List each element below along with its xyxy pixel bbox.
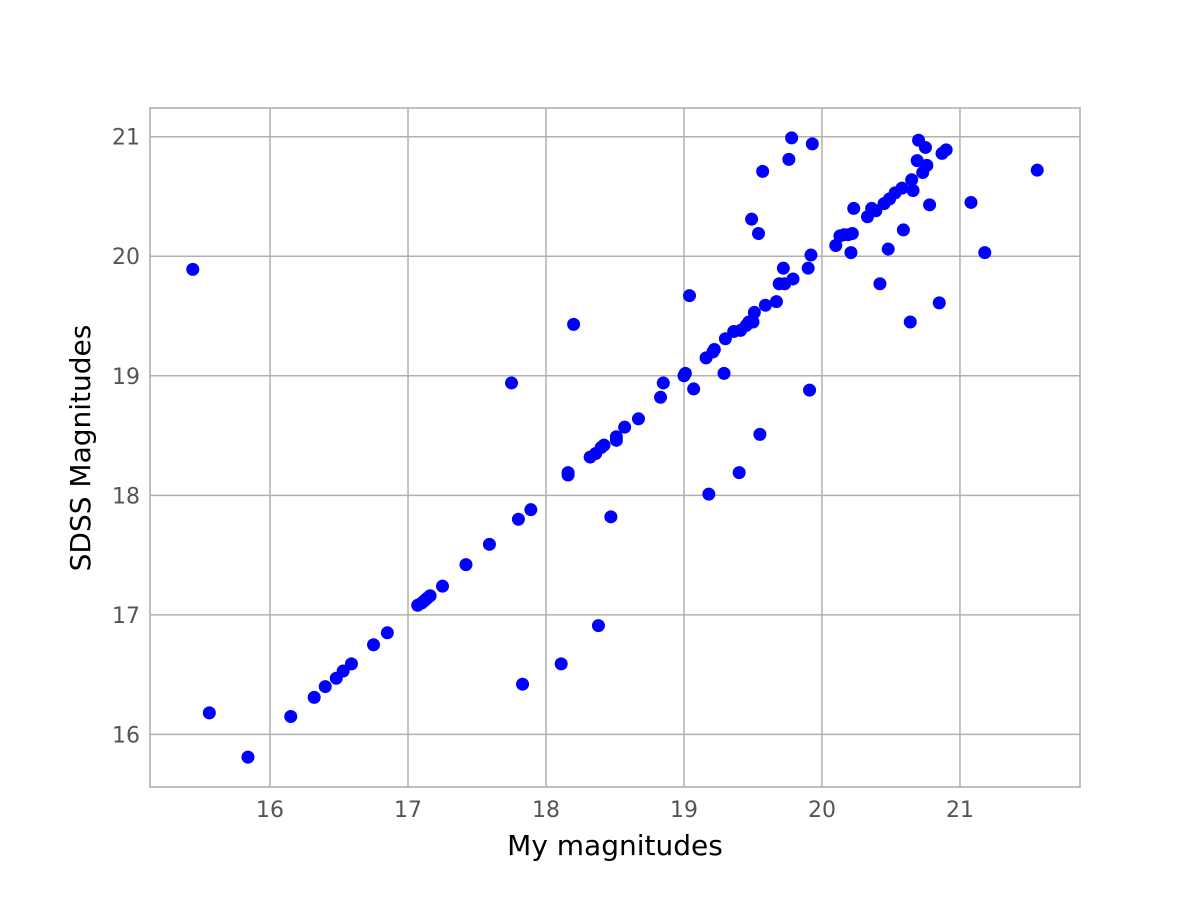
- data-point: [284, 709, 298, 723]
- data-point: [753, 427, 767, 441]
- data-point: [707, 342, 721, 356]
- data-point: [459, 558, 473, 572]
- data-point: [318, 680, 332, 694]
- data-point: [804, 248, 818, 262]
- data-point: [786, 272, 800, 286]
- data-point: [746, 315, 760, 329]
- data-point: [758, 298, 772, 312]
- data-point: [511, 512, 525, 526]
- x-tick-label: 17: [394, 798, 422, 823]
- data-points: [186, 131, 1044, 764]
- data-point: [803, 383, 817, 397]
- data-point: [1030, 163, 1044, 177]
- y-axis-ticks: 16 17 18 19 20 21: [112, 126, 140, 749]
- data-point: [873, 277, 887, 291]
- data-point: [591, 619, 605, 633]
- data-point: [567, 317, 581, 331]
- data-point: [978, 246, 992, 260]
- y-tick-label: 16: [112, 723, 140, 748]
- data-point: [752, 227, 766, 241]
- data-point: [939, 143, 953, 157]
- y-axis-label: SDSS Magnitudes: [64, 325, 97, 572]
- y-tick-label: 17: [112, 604, 140, 629]
- data-point: [631, 412, 645, 426]
- data-point: [561, 466, 575, 480]
- data-point: [905, 173, 919, 187]
- data-point: [844, 246, 858, 260]
- data-point: [896, 223, 910, 237]
- y-tick-label: 20: [112, 245, 140, 270]
- x-tick-label: 21: [946, 798, 974, 823]
- data-point: [910, 154, 924, 168]
- data-point: [202, 706, 216, 720]
- data-point: [307, 690, 321, 704]
- data-point: [678, 366, 692, 380]
- data-point: [604, 510, 618, 524]
- data-point: [609, 430, 623, 444]
- data-point: [618, 420, 632, 434]
- data-point: [482, 537, 496, 551]
- data-point: [367, 638, 381, 652]
- data-point: [241, 750, 255, 764]
- data-point: [732, 466, 746, 480]
- y-tick-label: 18: [112, 484, 140, 509]
- y-tick-label: 19: [112, 365, 140, 390]
- data-point: [756, 164, 770, 178]
- data-point: [505, 376, 519, 390]
- data-point: [687, 382, 701, 396]
- plot-frame: [149, 107, 1081, 788]
- data-point: [785, 131, 799, 145]
- data-point: [344, 657, 358, 671]
- data-point: [906, 183, 920, 197]
- data-point: [920, 158, 934, 172]
- data-point: [524, 503, 538, 517]
- data-point: [747, 305, 761, 319]
- data-point: [801, 261, 815, 275]
- data-point: [881, 242, 895, 256]
- data-point: [683, 289, 697, 303]
- y-tick-label: 21: [112, 126, 140, 151]
- data-point: [776, 261, 790, 275]
- data-point: [847, 201, 861, 215]
- data-point: [554, 657, 568, 671]
- data-point: [805, 137, 819, 151]
- data-point: [782, 152, 796, 166]
- data-point: [964, 195, 978, 209]
- data-point: [769, 295, 783, 309]
- data-point: [423, 589, 437, 603]
- data-point: [436, 579, 450, 593]
- x-axis-ticks: 16 17 18 19 20 21: [256, 798, 974, 823]
- grid: [150, 108, 1080, 787]
- data-point: [702, 487, 716, 501]
- data-point: [380, 626, 394, 640]
- data-point: [597, 438, 611, 452]
- x-tick-label: 16: [256, 798, 284, 823]
- data-point: [895, 181, 909, 195]
- data-point: [656, 376, 670, 390]
- x-tick-label: 18: [532, 798, 560, 823]
- x-tick-label: 19: [670, 798, 698, 823]
- data-point: [717, 366, 731, 380]
- data-point: [903, 315, 917, 329]
- data-point: [516, 677, 530, 691]
- data-point: [654, 390, 668, 404]
- data-point: [845, 227, 859, 241]
- x-tick-label: 20: [808, 798, 836, 823]
- data-point: [745, 212, 759, 226]
- data-point: [923, 198, 937, 212]
- x-axis-label: My magnitudes: [507, 829, 723, 862]
- data-point: [932, 296, 946, 310]
- data-point: [186, 262, 200, 276]
- data-point: [918, 140, 932, 154]
